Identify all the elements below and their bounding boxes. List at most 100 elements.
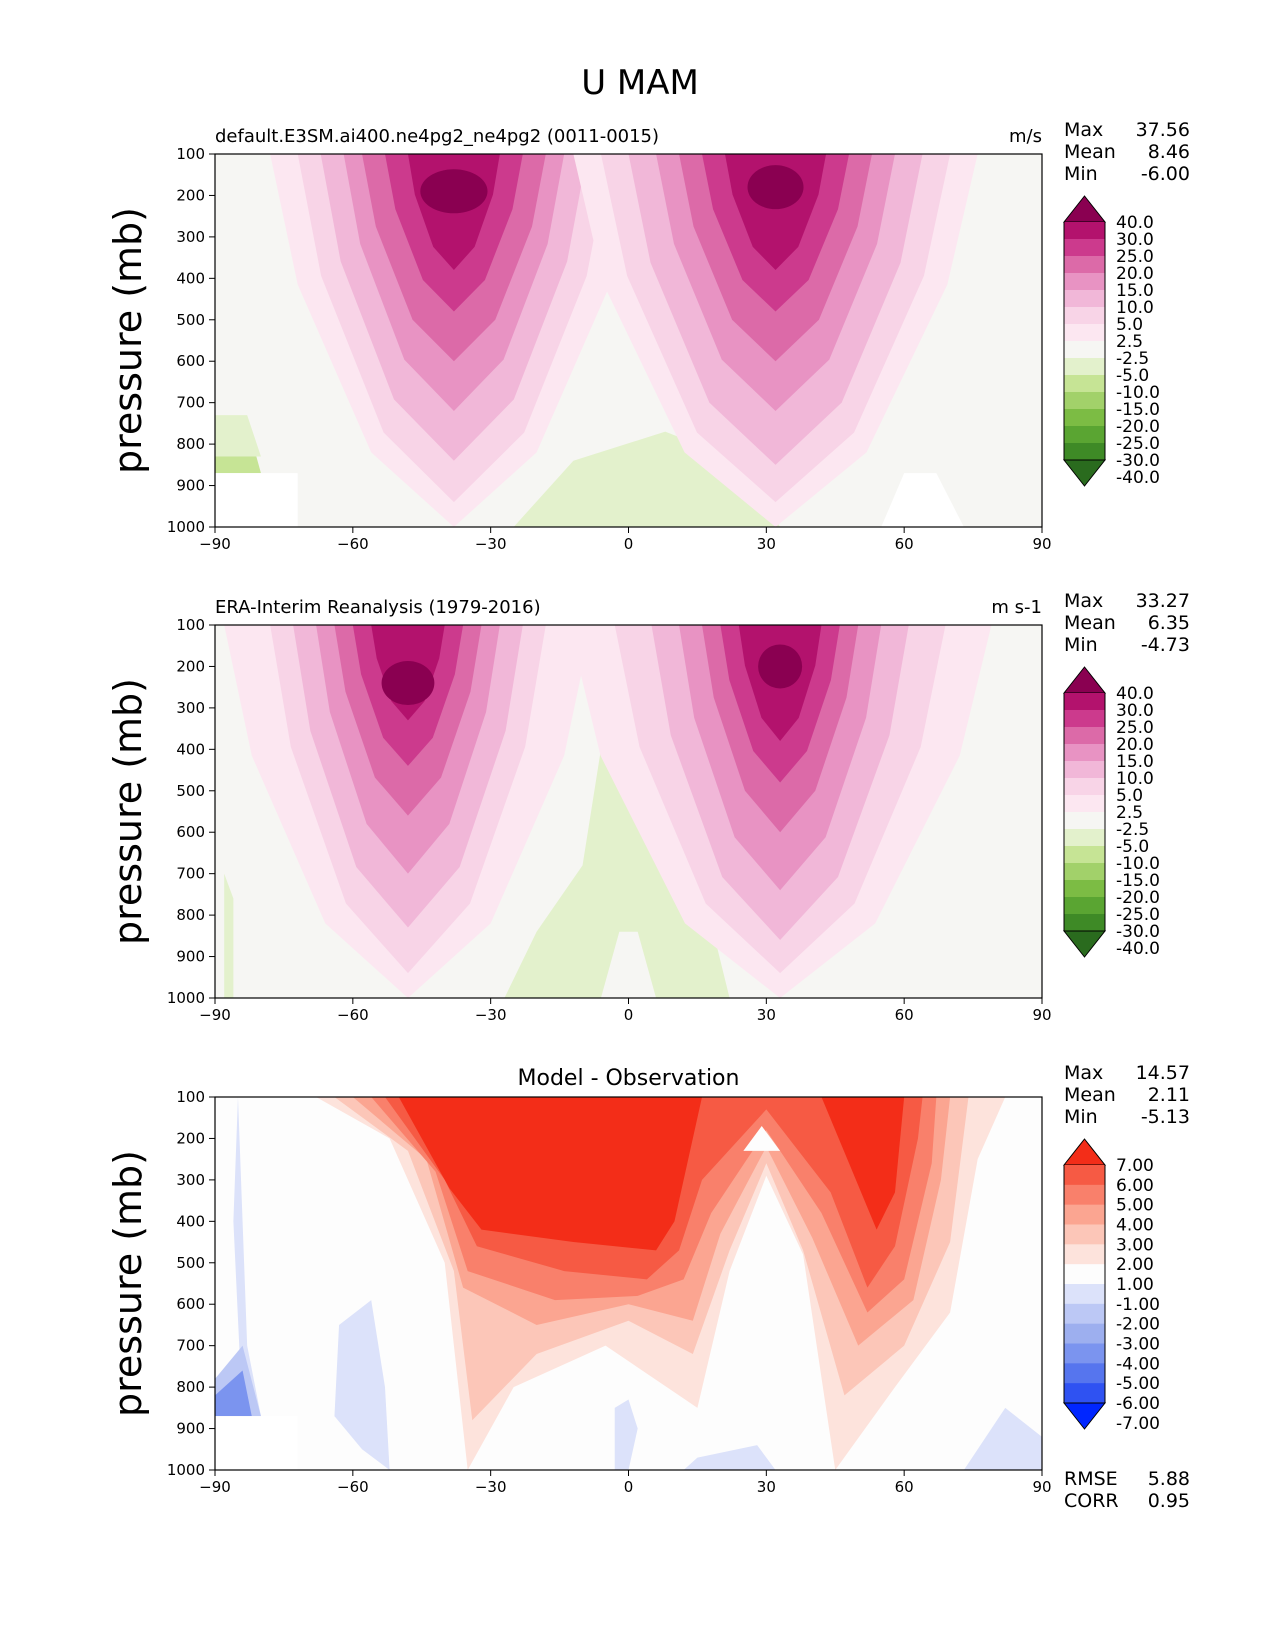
colorbar-extend-bottom (1062, 1402, 1107, 1430)
x-tick-label: 60 (895, 535, 914, 553)
y-tick-label: 300 (176, 228, 205, 246)
stat-value: 14.57 (1136, 1062, 1190, 1084)
figure-title: U MAM (581, 63, 699, 103)
contour-fill-missing (881, 473, 964, 527)
contour-plot (215, 1097, 1042, 1470)
colorbar-segment (1064, 846, 1105, 864)
colorbar-segment (1064, 761, 1105, 779)
colorbar-segment (1064, 358, 1105, 376)
contour-fill-jet-core (381, 661, 435, 706)
stat-label: Max (1064, 590, 1103, 612)
x-tick-label: 0 (624, 1478, 634, 1496)
contour-fill-missing (215, 1416, 298, 1470)
stat-value: 5.88 (1148, 1468, 1190, 1490)
y-tick-label: 100 (176, 1088, 205, 1106)
x-tick-label: −30 (475, 1478, 507, 1496)
contour-fill-positive (398, 1097, 703, 1251)
colorbar-extend-top (1062, 666, 1107, 694)
contour-plot (215, 625, 1042, 998)
y-tick-label: 200 (176, 1129, 205, 1147)
contour-fill-negative (963, 1407, 1042, 1470)
x-tick-label: 90 (1032, 535, 1051, 553)
colorbar-tick-label: -2.5 (1116, 349, 1149, 369)
colorbar-segment (1064, 1343, 1105, 1364)
panel-difference: −90 −60 −30 0 30 60 90 100 200 300 400 500 600 700 800… (106, 1062, 1190, 1512)
y-tick-label: 500 (176, 1254, 205, 1272)
stat-value: 8.46 (1148, 141, 1190, 163)
colorbar-tick-label: 10.0 (1116, 769, 1154, 789)
colorbar-tick-label: 40.0 (1116, 684, 1154, 704)
colorbar-segment (1064, 1165, 1105, 1186)
colorbar-segment (1064, 897, 1105, 915)
colorbar-segment (1064, 1284, 1105, 1305)
colorbar-segment (1064, 1303, 1105, 1325)
colorbar-segment (1064, 727, 1105, 745)
colorbar-tick-label: 7.00 (1116, 1156, 1154, 1176)
x-tick-label: 90 (1032, 1006, 1051, 1024)
colorbar-extend-bottom (1062, 459, 1107, 487)
y-tick-label: 100 (176, 616, 205, 634)
y-tick-label: 700 (176, 1337, 205, 1355)
x-tick-label: −30 (475, 535, 507, 553)
colorbar-tick-label: 5.00 (1116, 1196, 1154, 1216)
colorbar-outline (1063, 693, 1106, 932)
stat-value: 33.27 (1136, 590, 1190, 612)
y-tick-label: 300 (176, 1171, 205, 1189)
contour-fill-easterly-high-lat-strong (215, 456, 261, 474)
colorbar-segment (1064, 914, 1105, 932)
contour-plot (215, 154, 1042, 527)
y-tick-label: 800 (176, 1378, 205, 1396)
colorbar-segment (1064, 239, 1105, 257)
colorbar-segment (1064, 710, 1105, 728)
panel-units: m/s (1009, 126, 1042, 147)
stat-label: Min (1064, 634, 1098, 656)
contour-fill-missing (215, 473, 298, 527)
stat-label: Max (1064, 119, 1103, 141)
contour-fill-negative (215, 1370, 252, 1417)
colorbar-tick-label: 30.0 (1116, 230, 1154, 250)
colorbar-tick-label: -4.00 (1116, 1354, 1160, 1374)
colorbar-segment (1064, 1184, 1105, 1206)
colorbar-tick-label: 5.0 (1116, 786, 1143, 806)
stat-value: -4.73 (1141, 634, 1190, 656)
y-axis-label: pressure (mb) (106, 207, 150, 474)
y-tick-label: 1000 (167, 989, 205, 1007)
panel-title: Model - Observation (518, 1066, 740, 1091)
stat-label: Mean (1064, 141, 1116, 163)
colorbar-tick-label: 2.00 (1116, 1255, 1154, 1275)
colorbar-segment (1064, 341, 1105, 359)
colorbar-segment (1064, 443, 1105, 461)
x-tick-label: 0 (624, 535, 634, 553)
y-tick-label: 400 (176, 740, 205, 758)
panel-units: m s-1 (991, 597, 1042, 618)
colorbar-tick-label: -40.0 (1116, 468, 1160, 488)
stat-value: 6.35 (1148, 612, 1190, 634)
colorbar-segment (1064, 863, 1105, 881)
colorbar-segment (1064, 829, 1105, 847)
colorbar-segment (1064, 778, 1105, 796)
colorbar-extend-top (1062, 195, 1107, 223)
colorbar-segment (1064, 375, 1105, 393)
colorbar-segment (1064, 290, 1105, 308)
colorbar-segment (1064, 409, 1105, 427)
stat-label: Min (1064, 1106, 1098, 1128)
colorbar-segment (1064, 1323, 1105, 1344)
contour-fill-positive (821, 1097, 905, 1230)
panel-title: default.E3SM.ai400.ne4pg2_ne4pg2 (0011-0… (215, 126, 659, 147)
colorbar-tick-label: 25.0 (1116, 718, 1154, 738)
colorbar-segment (1064, 693, 1105, 711)
x-tick-label: 30 (757, 1006, 776, 1024)
y-tick-label: 400 (176, 1212, 205, 1230)
colorbar-tick-label: 6.00 (1116, 1176, 1154, 1196)
x-tick-label: 30 (757, 535, 776, 553)
colorbar-tick-label: -25.0 (1116, 434, 1160, 454)
x-tick-label: −30 (475, 1006, 507, 1024)
x-tick-label: 0 (624, 1006, 634, 1024)
colorbar-tick-label: -5.0 (1116, 837, 1149, 857)
colorbar-segment (1064, 392, 1105, 410)
y-tick-label: 1000 (167, 1461, 205, 1479)
stat-label: Mean (1064, 1084, 1116, 1106)
y-tick-label: 600 (176, 823, 205, 841)
stat-label: Max (1064, 1062, 1103, 1084)
colorbar-segment (1064, 307, 1105, 325)
